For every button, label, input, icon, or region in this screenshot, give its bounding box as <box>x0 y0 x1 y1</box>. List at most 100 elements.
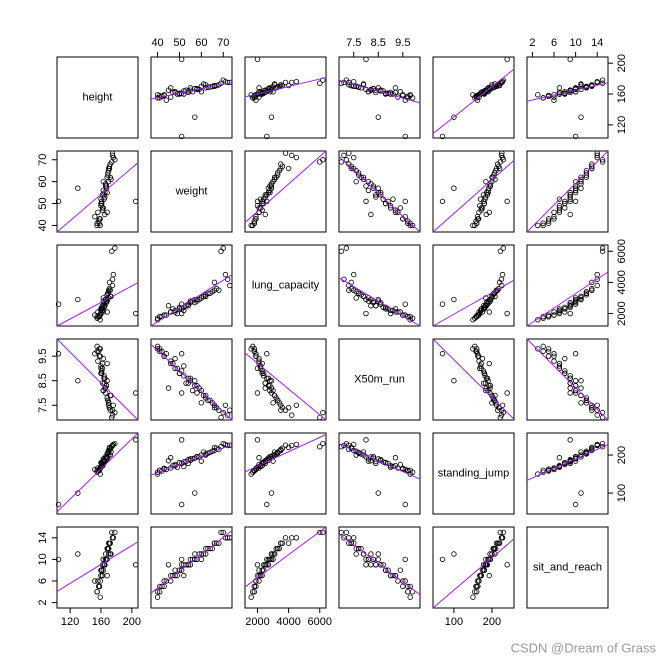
point <box>556 455 563 461</box>
point <box>94 313 100 320</box>
point <box>55 301 62 307</box>
point <box>480 562 487 568</box>
panel <box>432 56 515 139</box>
point <box>220 529 226 536</box>
point <box>562 370 568 377</box>
point <box>341 152 347 159</box>
point <box>540 343 546 350</box>
panel <box>150 56 233 139</box>
point <box>562 355 568 362</box>
point <box>504 310 510 317</box>
point <box>496 540 502 546</box>
point <box>154 594 161 600</box>
variable-label: X50m_run <box>354 373 405 385</box>
point <box>499 150 505 156</box>
point <box>317 443 323 450</box>
point <box>482 562 488 568</box>
point <box>165 303 172 309</box>
point <box>578 385 584 391</box>
point <box>178 133 185 140</box>
point <box>253 353 259 359</box>
smooth-line <box>338 79 421 104</box>
panel <box>432 244 515 327</box>
point <box>482 380 489 386</box>
point <box>97 471 103 477</box>
panel <box>244 56 327 139</box>
point <box>293 535 300 541</box>
point <box>109 282 116 289</box>
point <box>172 567 178 573</box>
x-tick-label: 6000 <box>308 616 332 628</box>
point <box>253 213 259 220</box>
point <box>402 501 408 508</box>
point <box>109 442 116 448</box>
point <box>256 85 262 91</box>
point <box>278 402 284 408</box>
point <box>348 165 354 172</box>
x-tick-label: 4000 <box>276 616 300 628</box>
point <box>397 205 404 211</box>
point <box>189 387 196 394</box>
point <box>106 445 113 451</box>
point <box>567 189 573 196</box>
point <box>578 174 584 180</box>
variable-label: sit_and_reach <box>533 561 602 573</box>
point <box>451 551 457 557</box>
point <box>254 390 261 396</box>
point <box>556 310 563 317</box>
smooth-line <box>432 160 515 233</box>
point <box>572 501 579 508</box>
point <box>594 150 600 156</box>
point <box>75 490 81 496</box>
point <box>273 451 279 457</box>
point <box>405 95 411 101</box>
point <box>273 545 279 552</box>
point <box>254 56 261 63</box>
point <box>487 183 494 189</box>
point <box>578 378 584 384</box>
point <box>211 287 218 293</box>
point <box>256 358 262 364</box>
point <box>268 551 275 557</box>
point <box>439 133 446 140</box>
point <box>103 299 110 306</box>
point <box>545 216 552 222</box>
point <box>105 540 112 546</box>
point <box>282 150 289 156</box>
panel <box>56 338 139 421</box>
point <box>470 594 476 600</box>
point <box>207 290 213 296</box>
panel <box>432 338 515 421</box>
point <box>578 490 584 496</box>
point <box>203 293 209 300</box>
point <box>363 198 369 205</box>
point <box>387 203 394 209</box>
point <box>95 209 101 215</box>
point <box>163 97 170 103</box>
point <box>363 310 369 317</box>
point <box>500 529 507 536</box>
point <box>183 380 189 386</box>
y-tick-label: 100 <box>616 484 628 502</box>
point <box>276 545 282 552</box>
point <box>157 348 163 354</box>
point <box>253 583 259 590</box>
point <box>562 368 568 374</box>
point <box>271 452 278 458</box>
point <box>268 185 275 191</box>
point <box>483 89 489 95</box>
point <box>262 385 268 391</box>
point <box>176 567 183 573</box>
point <box>375 114 381 120</box>
point <box>168 455 174 461</box>
point <box>104 455 110 461</box>
point <box>439 198 446 205</box>
point <box>545 353 552 359</box>
point <box>583 289 590 295</box>
point <box>589 165 595 172</box>
point <box>589 445 595 451</box>
point <box>270 556 276 563</box>
panel <box>338 526 421 609</box>
point <box>562 91 568 97</box>
point <box>365 458 372 464</box>
